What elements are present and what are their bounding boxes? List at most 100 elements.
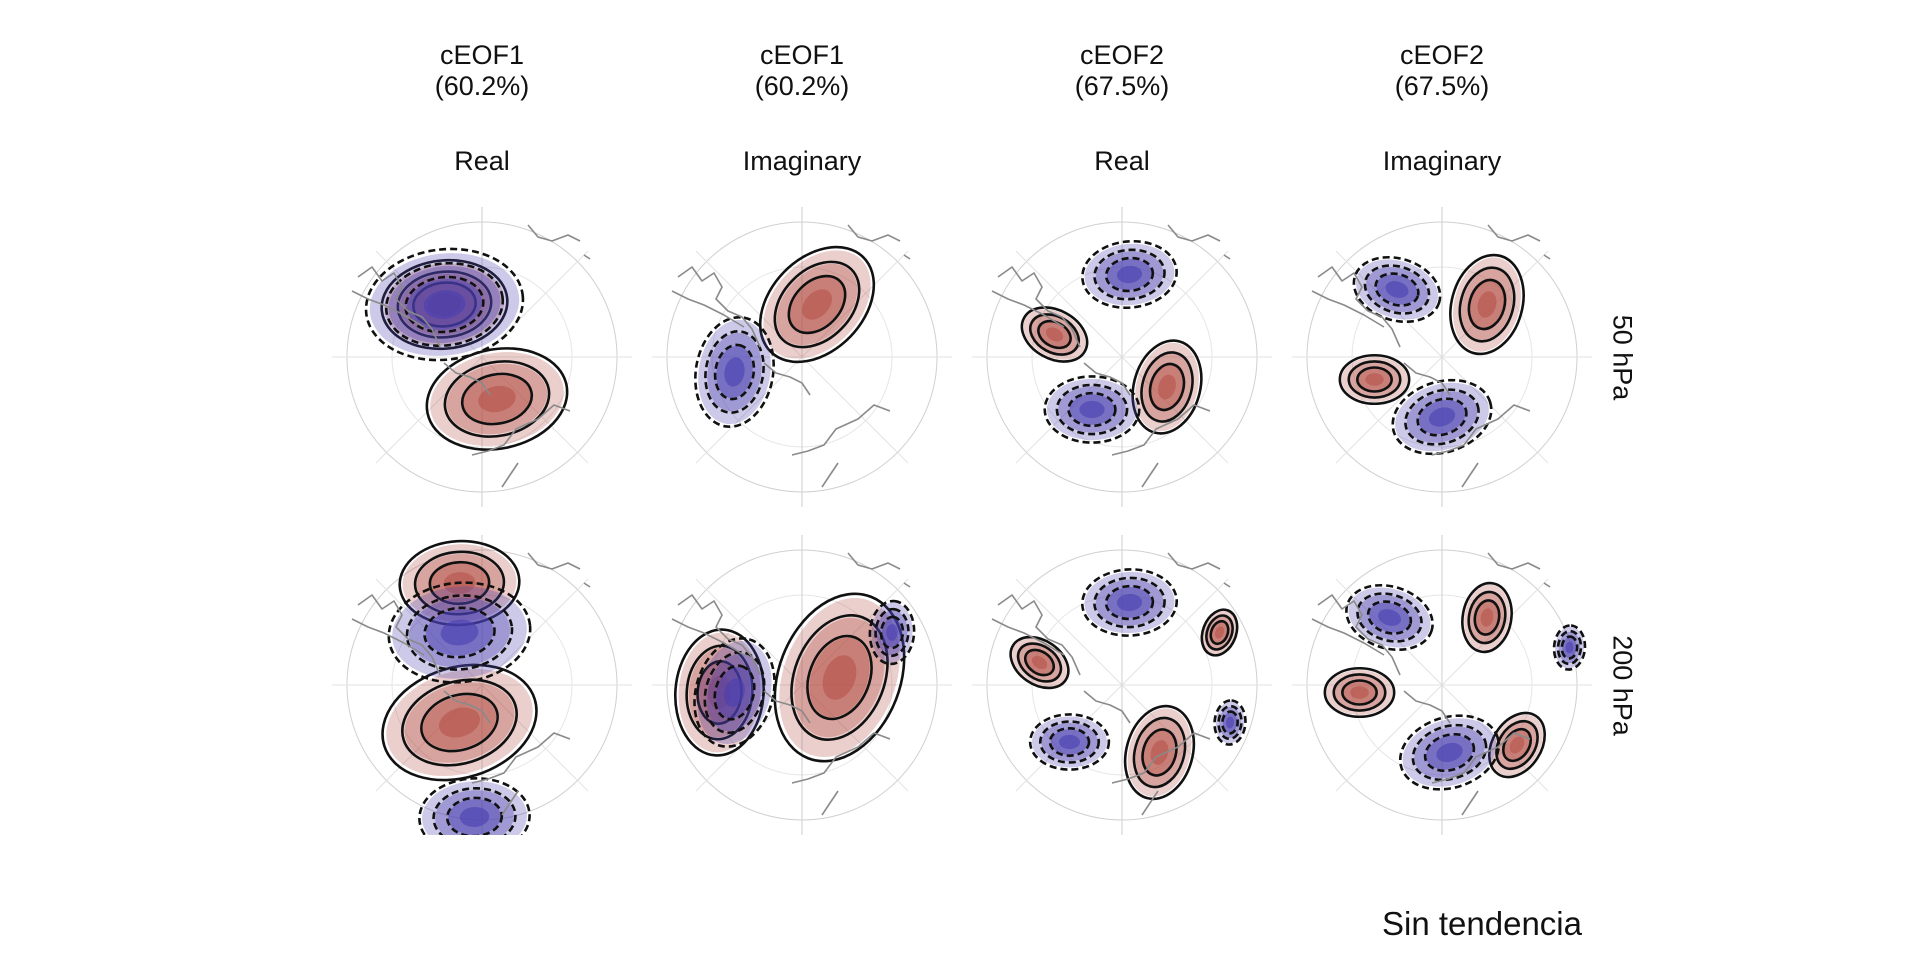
dashed-contour — [713, 343, 756, 401]
dashed-contour — [1366, 600, 1413, 635]
solid-contour — [1458, 266, 1516, 343]
coastline — [677, 266, 761, 348]
map-panel-200hpa-ceof1-real — [332, 535, 632, 835]
coastline — [1111, 404, 1211, 456]
solid-contour — [428, 560, 491, 606]
coastline — [443, 362, 491, 396]
positive-anomaly — [1123, 704, 1196, 801]
meridian-line — [1015, 578, 1229, 792]
dashed-contour — [1404, 388, 1480, 446]
negative-anomaly — [418, 777, 531, 835]
coastline — [991, 290, 1065, 328]
solid-contour — [1356, 366, 1393, 393]
anomaly-shade — [1385, 281, 1409, 298]
solid-contour — [413, 550, 506, 616]
anomaly-shade — [1428, 407, 1456, 427]
map-panel-200hpa-ceof2-real — [972, 535, 1272, 835]
coastline — [583, 582, 591, 588]
coastline — [501, 462, 519, 488]
coastline — [847, 552, 901, 570]
coastline — [527, 552, 581, 570]
coastline — [1223, 254, 1231, 260]
dashed-contour — [1081, 239, 1178, 310]
positive-anomaly — [1200, 608, 1239, 657]
dashed-contour — [1104, 584, 1155, 621]
dashed-contour — [1552, 624, 1587, 671]
row-label: 50 hPa — [1607, 314, 1638, 401]
anomaly-shade — [440, 619, 479, 646]
solid-contour — [1495, 719, 1539, 771]
solid-contour — [460, 372, 534, 426]
negative-anomaly — [1391, 378, 1493, 456]
solid-contour — [412, 281, 477, 328]
positive-anomaly — [1461, 581, 1513, 654]
component-label: Real — [454, 146, 510, 176]
solid-contour — [787, 274, 847, 335]
solid-contour — [396, 270, 493, 339]
dashed-contour — [1080, 568, 1179, 637]
coastline — [791, 732, 891, 784]
dashed-contour — [1411, 723, 1488, 782]
solid-contour — [443, 360, 551, 438]
coastline — [1083, 362, 1131, 396]
negative-anomaly — [1352, 255, 1442, 324]
dashed-contour — [1048, 727, 1091, 757]
solid-contour — [1132, 716, 1187, 789]
column-title: cEOF1 (60.2%) — [434, 40, 530, 101]
solid-contour — [1205, 614, 1234, 651]
coastline — [1141, 462, 1159, 488]
dashed-contour — [1093, 576, 1166, 629]
coastline — [1431, 404, 1531, 456]
negative-anomaly — [364, 247, 525, 362]
coastline — [847, 224, 901, 242]
coastline — [1311, 290, 1385, 328]
anomaly-shade — [724, 357, 745, 387]
dashed-contour — [868, 599, 916, 666]
dashed-contour — [384, 261, 505, 348]
solid-contour — [806, 634, 873, 721]
dashed-contour — [1556, 629, 1583, 666]
anomaly-shade — [1509, 736, 1525, 754]
coastline — [677, 594, 761, 676]
anomaly-shade — [438, 707, 481, 738]
coastline — [1083, 690, 1131, 724]
dashed-contour — [1093, 248, 1166, 301]
coastline — [821, 790, 839, 816]
dashed-contour — [1374, 272, 1420, 307]
dashed-contour — [1217, 704, 1243, 741]
dashed-contour — [405, 594, 514, 671]
solid-contour — [1148, 362, 1186, 412]
component-label: Real — [1094, 146, 1150, 176]
anomaly-shade — [1477, 291, 1497, 318]
negative-anomaly — [1213, 699, 1247, 746]
dashed-contour — [432, 786, 517, 835]
dashed-contour — [1416, 397, 1468, 437]
coastline — [527, 224, 581, 242]
dashed-contour — [694, 315, 775, 429]
solid-contour — [773, 592, 906, 763]
coastline — [351, 618, 425, 656]
negative-anomaly — [1080, 568, 1179, 637]
anomaly-shade — [1079, 400, 1105, 419]
solid-contour — [380, 258, 509, 351]
solid-contour — [758, 245, 876, 364]
polar-map — [332, 535, 632, 835]
coastline — [791, 404, 891, 456]
coastline — [1461, 790, 1479, 816]
anomaly-shade — [822, 655, 857, 700]
anomaly-shade — [1378, 609, 1401, 626]
coastline — [671, 290, 745, 328]
meridian-line — [1015, 250, 1229, 464]
map-panel-50hpa-ceof2-imaginary — [1292, 207, 1592, 507]
coastline — [1167, 552, 1221, 570]
dashed-contour — [704, 330, 765, 414]
coastline — [671, 618, 745, 656]
anomaly-shade — [423, 290, 466, 319]
coastline — [471, 404, 571, 456]
map-panel-200hpa-ceof2-imaginary — [1292, 535, 1592, 835]
negative-anomaly — [1043, 375, 1141, 444]
polar-map — [652, 535, 952, 835]
coastline — [903, 582, 911, 588]
dashed-contour — [1038, 720, 1101, 764]
column-title: cEOF1 (60.2%) — [754, 40, 850, 101]
